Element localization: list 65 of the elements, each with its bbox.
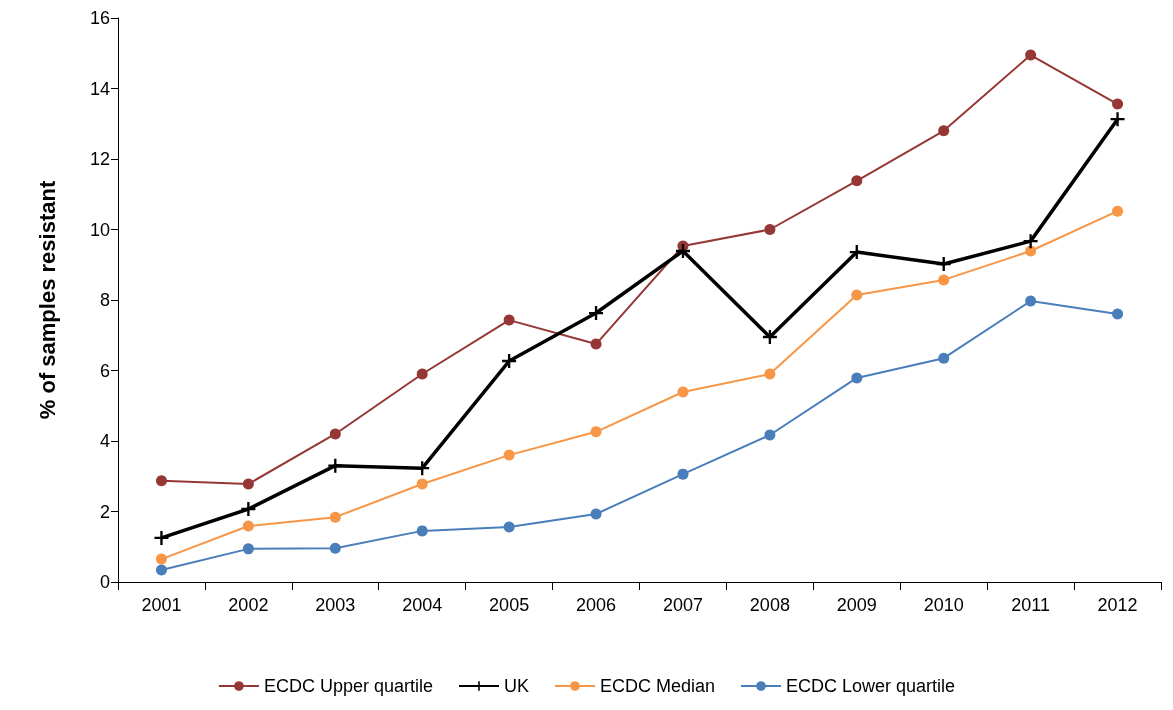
point (242, 543, 254, 555)
point (155, 564, 167, 576)
y-tick-label: 12 (89, 149, 110, 169)
legend-label: ECDC Lower quartile (786, 676, 956, 696)
point (503, 314, 515, 326)
point (416, 368, 428, 380)
point (590, 508, 602, 520)
point (851, 289, 863, 301)
point (503, 449, 515, 461)
point (329, 428, 341, 440)
point (155, 553, 167, 565)
x-tick-label: 2007 (662, 595, 703, 615)
x-tick-label: 2005 (489, 595, 530, 615)
point (1112, 308, 1124, 320)
point (851, 372, 863, 384)
point (329, 542, 341, 554)
point (416, 525, 428, 537)
point (1112, 98, 1124, 110)
point (329, 511, 341, 523)
point (1025, 245, 1037, 257)
point (242, 520, 254, 532)
point (590, 426, 602, 438)
x-tick-label: 2010 (923, 595, 964, 615)
point (938, 352, 950, 364)
point (764, 224, 776, 235)
point (1110, 112, 1125, 127)
point (242, 478, 254, 490)
x-tick-label: 2009 (836, 595, 877, 615)
y-axis-title: % of samples resistant (34, 180, 60, 420)
point (938, 274, 950, 286)
point (677, 386, 689, 398)
point (764, 368, 776, 380)
point (1025, 49, 1037, 61)
x-tick-label: 2008 (749, 595, 790, 615)
y-tick-label: 8 (99, 290, 110, 310)
point (1112, 205, 1124, 217)
point (1025, 295, 1037, 307)
legend-label: ECDC Median (599, 676, 716, 696)
y-tick-label: 4 (99, 431, 110, 451)
x-tick-label: 2004 (402, 595, 443, 615)
point (1023, 234, 1038, 249)
x-tick-label: 2012 (1097, 595, 1138, 615)
point (241, 502, 256, 517)
y-tick-label: 2 (99, 501, 110, 522)
legend-label: ECDC Upper quartile (263, 676, 433, 696)
point (154, 530, 169, 545)
point (677, 468, 689, 480)
point (851, 175, 863, 187)
x-tick-label: 2001 (141, 595, 182, 615)
x-tick-label: 2006 (576, 595, 617, 615)
x-tick-label: 2002 (228, 595, 269, 615)
point (155, 475, 167, 487)
y-tick-label: 16 (89, 8, 110, 28)
point (764, 429, 776, 441)
point (590, 338, 602, 350)
point (416, 478, 428, 490)
point (938, 125, 950, 137)
x-tick-label: 2003 (315, 595, 356, 615)
y-tick-label: 0 (99, 572, 110, 592)
y-tick-label: 6 (99, 360, 110, 381)
x-tick-label: 2011 (1011, 595, 1050, 615)
y-tick-label: 10 (89, 219, 110, 240)
legend-label: UK (503, 676, 529, 696)
y-tick-label: 14 (89, 78, 110, 99)
point (503, 521, 515, 533)
